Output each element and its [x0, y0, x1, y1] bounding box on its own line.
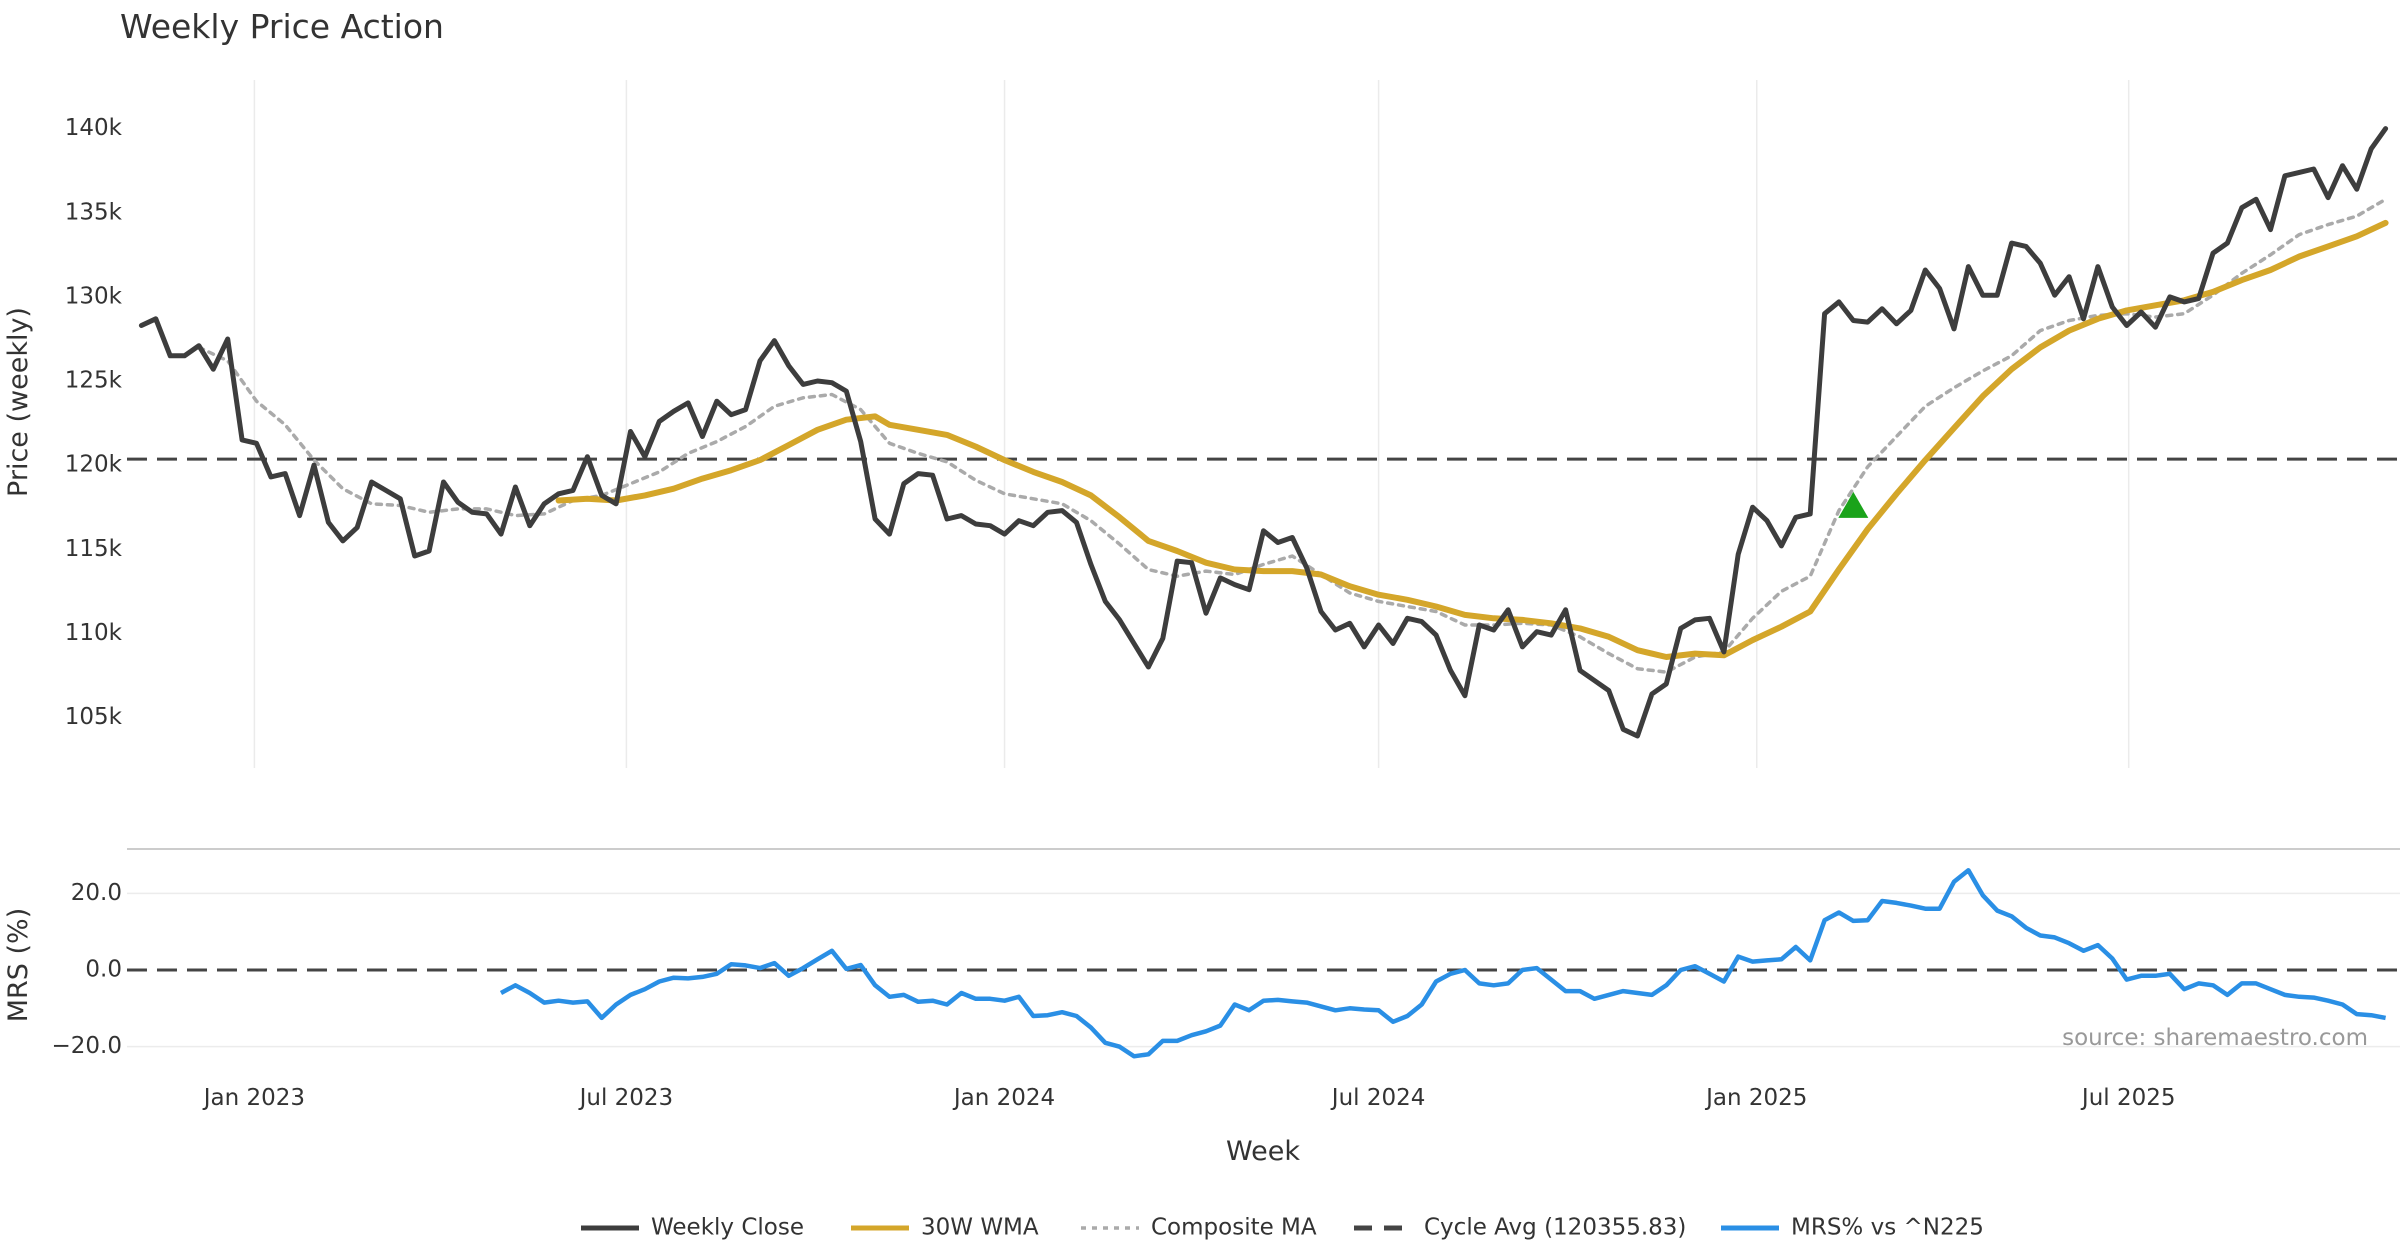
price-y-tick-label: 110k	[65, 620, 123, 646]
wma-30w-line	[555, 219, 2389, 660]
legend-entry-label: 30W WMA	[921, 1215, 1039, 1241]
mrs-y-tick-label: 20.0	[71, 880, 122, 906]
chart-title: Weekly Price Action	[120, 7, 444, 46]
price-y-tick-label: 135k	[65, 199, 123, 225]
price-y-tick-label: 120k	[65, 452, 123, 478]
x-tick-label: Jan 2024	[952, 1085, 1055, 1111]
legend-entry-label: Weekly Close	[651, 1215, 804, 1241]
signal-triangle-marker	[1838, 491, 1869, 518]
weekly-close-line	[138, 126, 2389, 739]
x-tick-label: Jan 2023	[202, 1085, 305, 1111]
mrs-y-axis-label: MRS (%)	[3, 908, 34, 1023]
legend-entry-label: Cycle Avg (120355.83)	[1424, 1215, 1686, 1241]
x-tick-label: Jul 2024	[1330, 1085, 1426, 1111]
mrs-line	[499, 868, 2387, 1059]
legend: Weekly Close 30W WMA Composite MA Cycle Avg…	[581, 1215, 1984, 1241]
x-axis-label: Week	[1226, 1136, 1300, 1167]
x-tick-label: Jul 2025	[2080, 1085, 2176, 1111]
legend-entry-label: MRS% vs ^N225	[1791, 1215, 1984, 1241]
x-tick-label: Jul 2023	[578, 1085, 674, 1111]
mrs-y-ticks: 20.0 0.0 −20.0	[52, 880, 122, 1059]
mrs-y-tick-label: −20.0	[52, 1033, 122, 1059]
source-note: source: sharemaestro.com	[2062, 1025, 2368, 1051]
legend-entry-label: Composite MA	[1151, 1215, 1317, 1241]
price-y-tick-label: 125k	[65, 368, 123, 394]
price-y-ticks: 105k 110k 115k 120k 125k 130k 135k 140k	[65, 115, 123, 730]
x-ticks: Jan 2023 Jul 2023 Jan 2024 Jul 2024 Jan 2025…	[202, 1085, 2176, 1111]
composite-ma-line	[197, 197, 2388, 674]
price-y-tick-label: 130k	[65, 283, 123, 309]
price-y-tick-label: 140k	[65, 115, 123, 141]
price-panel: 105k 110k 115k 120k 125k 130k 135k 140k Price (…	[3, 80, 2400, 768]
mrs-panel: 20.0 0.0 −20.0 MRS (%) source: sharemaestr…	[3, 868, 2400, 1059]
price-y-tick-label: 115k	[65, 536, 123, 562]
price-series	[127, 126, 2400, 739]
price-grid	[253, 80, 2130, 768]
x-tick-label: Jan 2025	[1704, 1085, 1807, 1111]
mrs-grid	[127, 892, 2400, 1048]
price-y-axis-label: Price (weekly)	[3, 307, 34, 497]
mrs-y-tick-label: 0.0	[85, 957, 122, 983]
price-y-tick-label: 105k	[65, 704, 123, 730]
mrs-series	[127, 868, 2400, 1059]
